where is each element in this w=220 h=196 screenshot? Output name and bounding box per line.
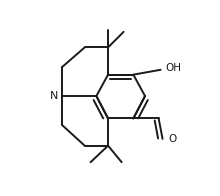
Text: O: O bbox=[168, 134, 176, 144]
Text: OH: OH bbox=[165, 63, 182, 73]
Text: N: N bbox=[50, 91, 58, 101]
